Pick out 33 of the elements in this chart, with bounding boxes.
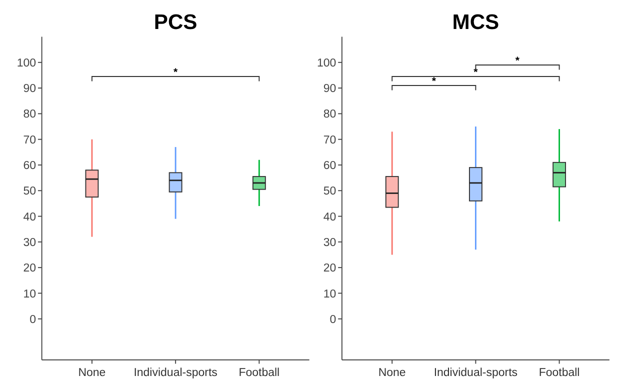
y-tick-label: 70 [23,134,36,146]
y-tick-label: 60 [23,160,36,172]
y-tick-label: 10 [323,288,336,300]
x-tick-label: None [378,367,406,380]
y-tick-label: 0 [30,314,36,326]
y-tick-label: 50 [23,186,36,198]
x-tick-label: Individual-sports [134,367,218,380]
y-tick-label: 20 [23,262,36,275]
y-tick-label: 70 [323,134,336,146]
x-tick-label: Individual-sports [434,367,518,380]
y-tick-label: 60 [323,160,336,172]
y-tick-label: 20 [323,262,336,275]
y-tick-label: 30 [23,236,36,249]
y-tick-label: 80 [323,108,336,121]
y-tick-label: 50 [323,186,336,198]
y-tick-label: 10 [23,288,36,300]
annotation: * [174,66,179,79]
y-tick-label: 80 [23,108,36,121]
y-tick-label: 100 [16,57,36,70]
x-tick-label: None [78,367,106,380]
y-tick-label: 40 [323,211,336,224]
y-tick-label: 30 [323,236,336,249]
y-tick-label: 90 [23,83,36,96]
y-tick-label: 40 [23,211,36,224]
x-tick-label: Football [538,367,580,380]
x-tick-label: Football [238,367,280,380]
chart-title: MCS [452,11,500,34]
y-tick-label: 90 [323,83,336,96]
annotation: * [515,55,520,68]
y-tick-label: 0 [330,314,336,326]
y-tick-label: 100 [316,57,336,70]
annotation: * [432,76,437,88]
chart-title: PCS [154,11,198,34]
